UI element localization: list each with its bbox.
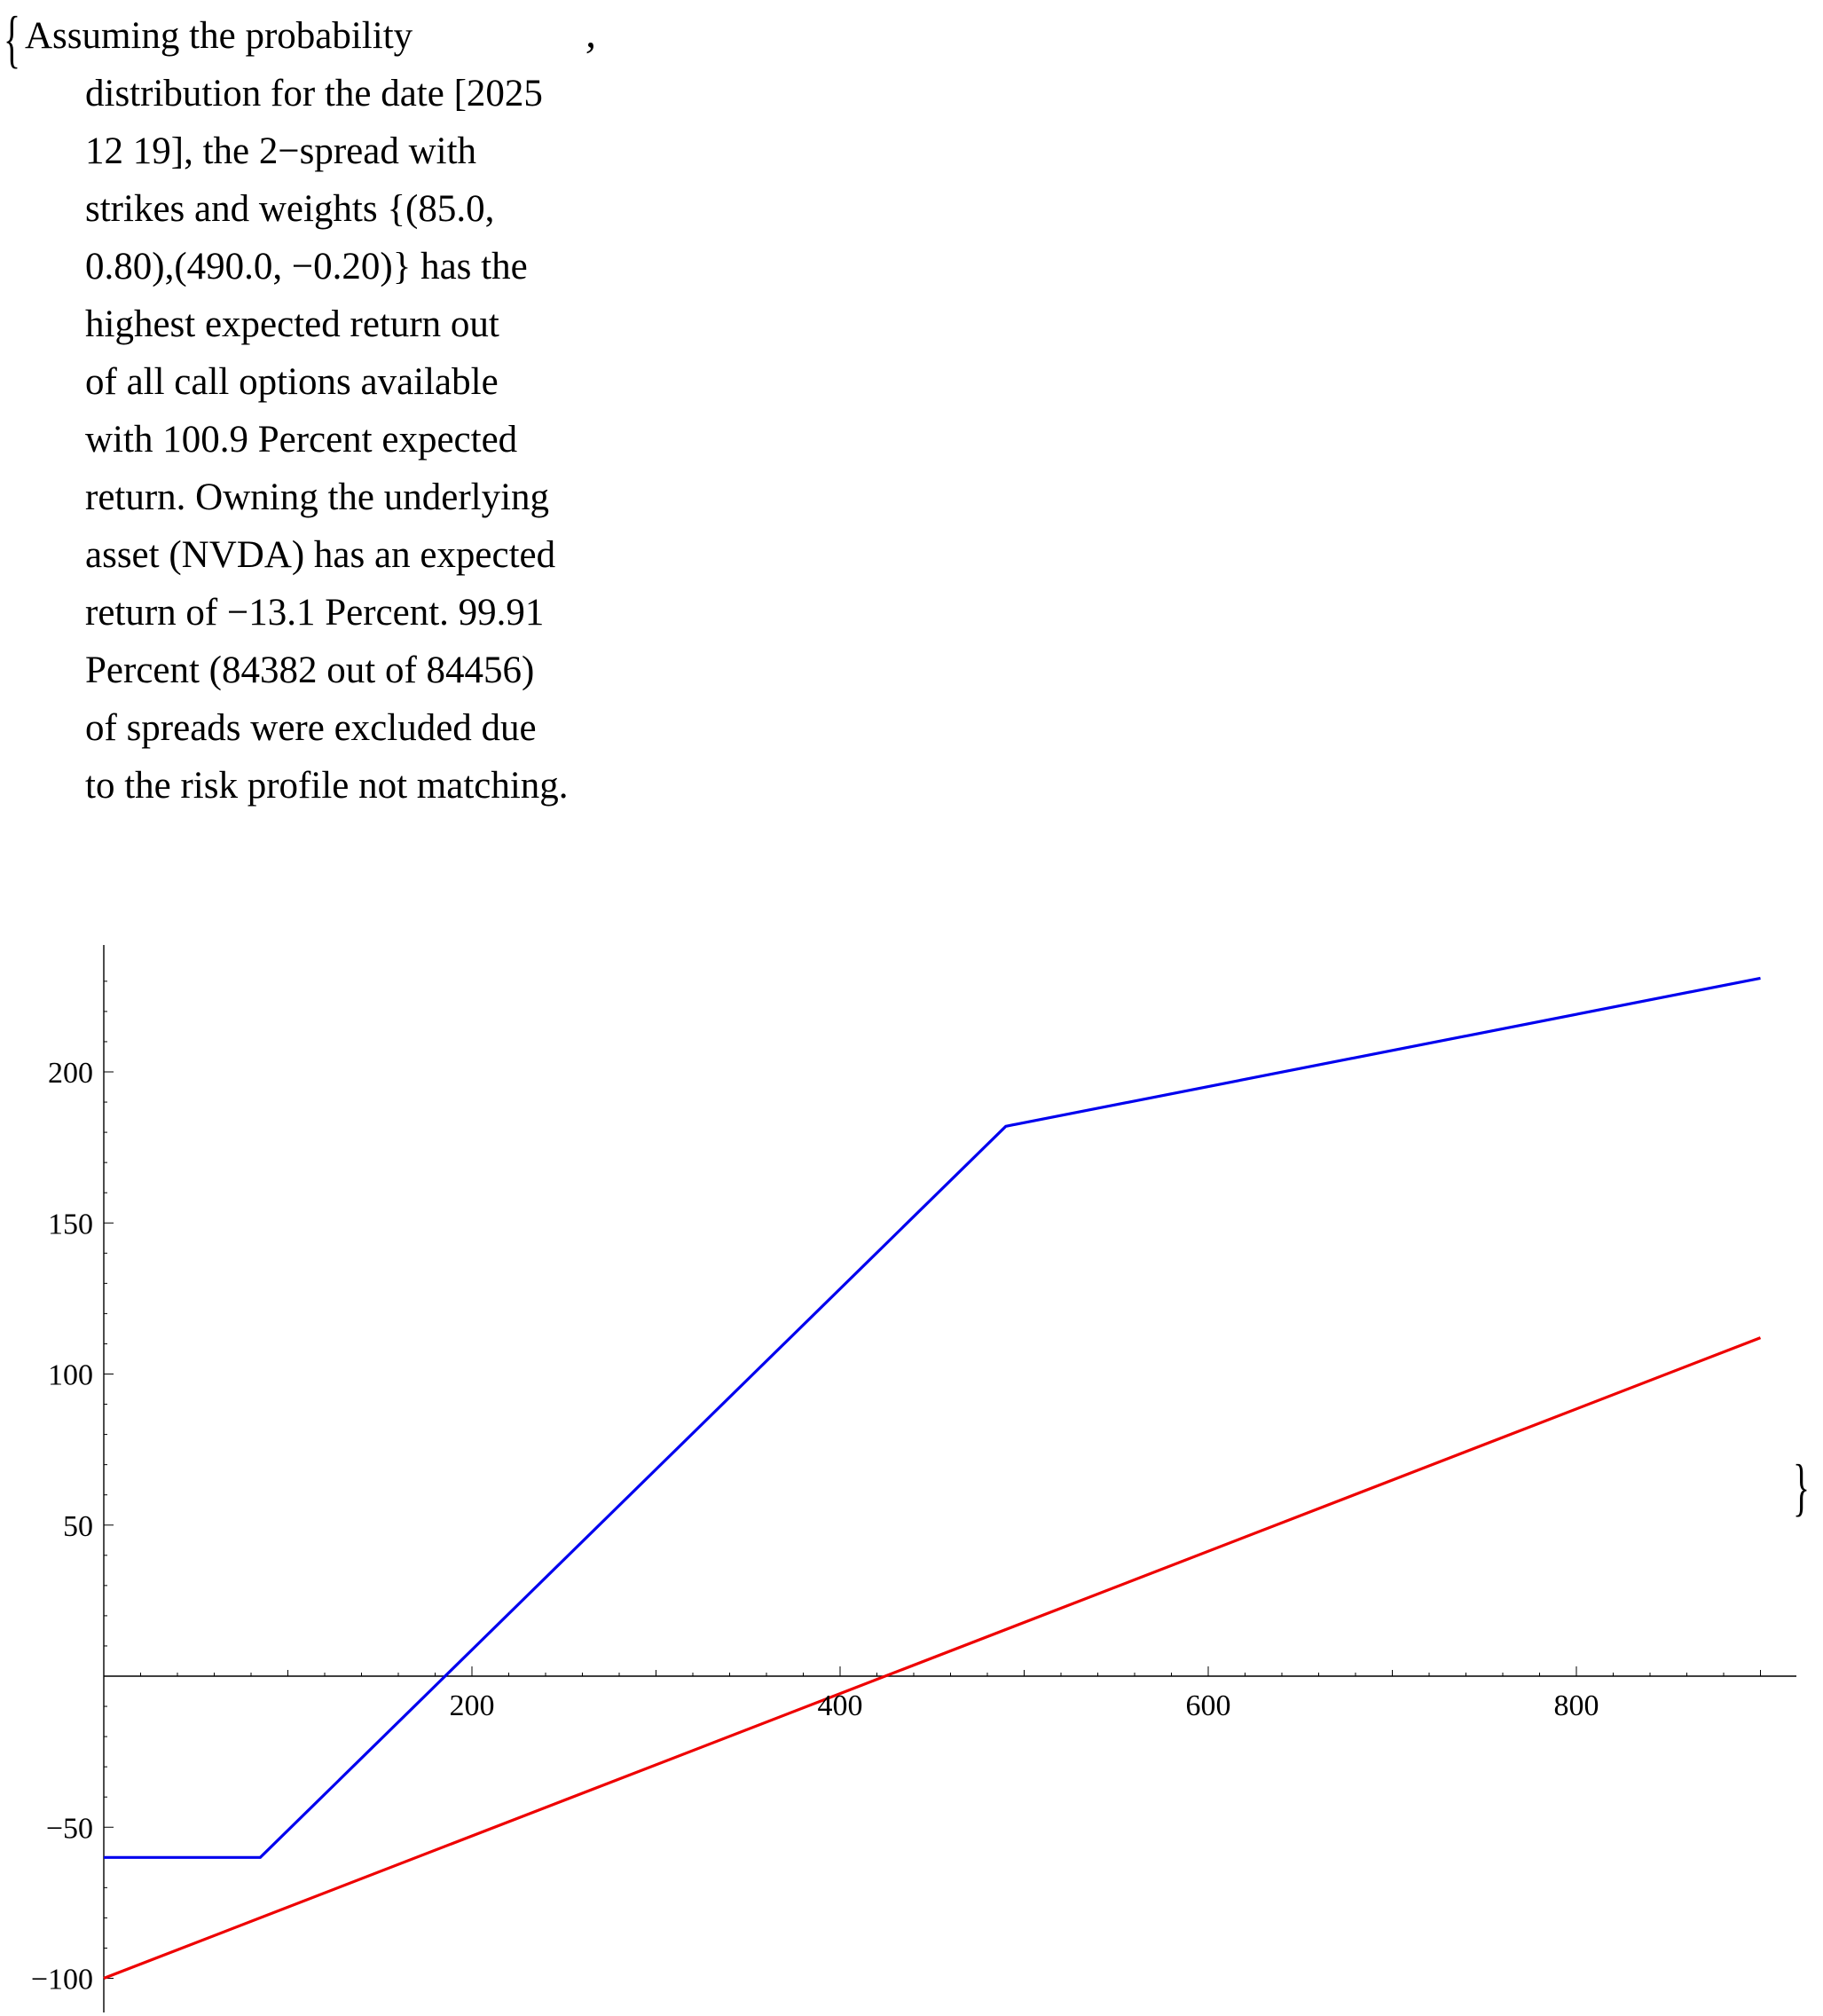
message-line: strikes and weights {(85.0, (85, 188, 495, 230)
close-brace: } (1793, 1452, 1811, 1523)
series-line-1 (104, 976, 1761, 1859)
x-tick-label: 400 (818, 1689, 863, 1722)
x-tick-label: 200 (450, 1689, 495, 1722)
message-line: asset (NVDA) has an expected (85, 534, 556, 576)
y-tick-label: 50 (63, 1510, 93, 1543)
y-tick-label: 200 (48, 1057, 93, 1090)
message-line: of spreads were excluded due (85, 707, 537, 749)
chart-series (103, 976, 1762, 1980)
message-line: Percent (84382 out of 84456) (85, 650, 535, 691)
x-tick-label: 600 (1186, 1689, 1231, 1722)
chart-axes (103, 945, 1796, 2012)
message-line: 0.80),(490.0, −0.20)} has the (85, 246, 528, 287)
message-line: return. Owning the underlying (85, 476, 550, 518)
message-line: Assuming the probability (25, 15, 413, 57)
message-line: with 100.9 Percent expected (85, 419, 518, 461)
list-separator: , (585, 10, 596, 57)
message-line: highest expected return out (85, 303, 499, 345)
x-tick-label: 800 (1554, 1689, 1599, 1722)
message-line: 12 19], the 2−spread with (85, 130, 477, 172)
y-tick-label: 150 (48, 1208, 93, 1240)
message-line: of all call options available (85, 361, 499, 403)
message-line: to the risk profile not matching. (85, 765, 569, 807)
y-tick-label: −50 (46, 1812, 93, 1845)
result-message: Assuming the probability distribution for… (25, 7, 569, 815)
y-tick-label: −100 (31, 1964, 93, 1996)
message-line: return of −13.1 Percent. 99.91 (85, 592, 545, 634)
y-tick-label: 100 (48, 1359, 93, 1392)
message-line: distribution for the date [2025 (85, 73, 543, 114)
chart-tick-labels: 200 400 600 800 −100 −50 50 100 150 200 (31, 1057, 1599, 1996)
series-line-2 (103, 1336, 1762, 1980)
open-brace: { (4, 4, 21, 75)
